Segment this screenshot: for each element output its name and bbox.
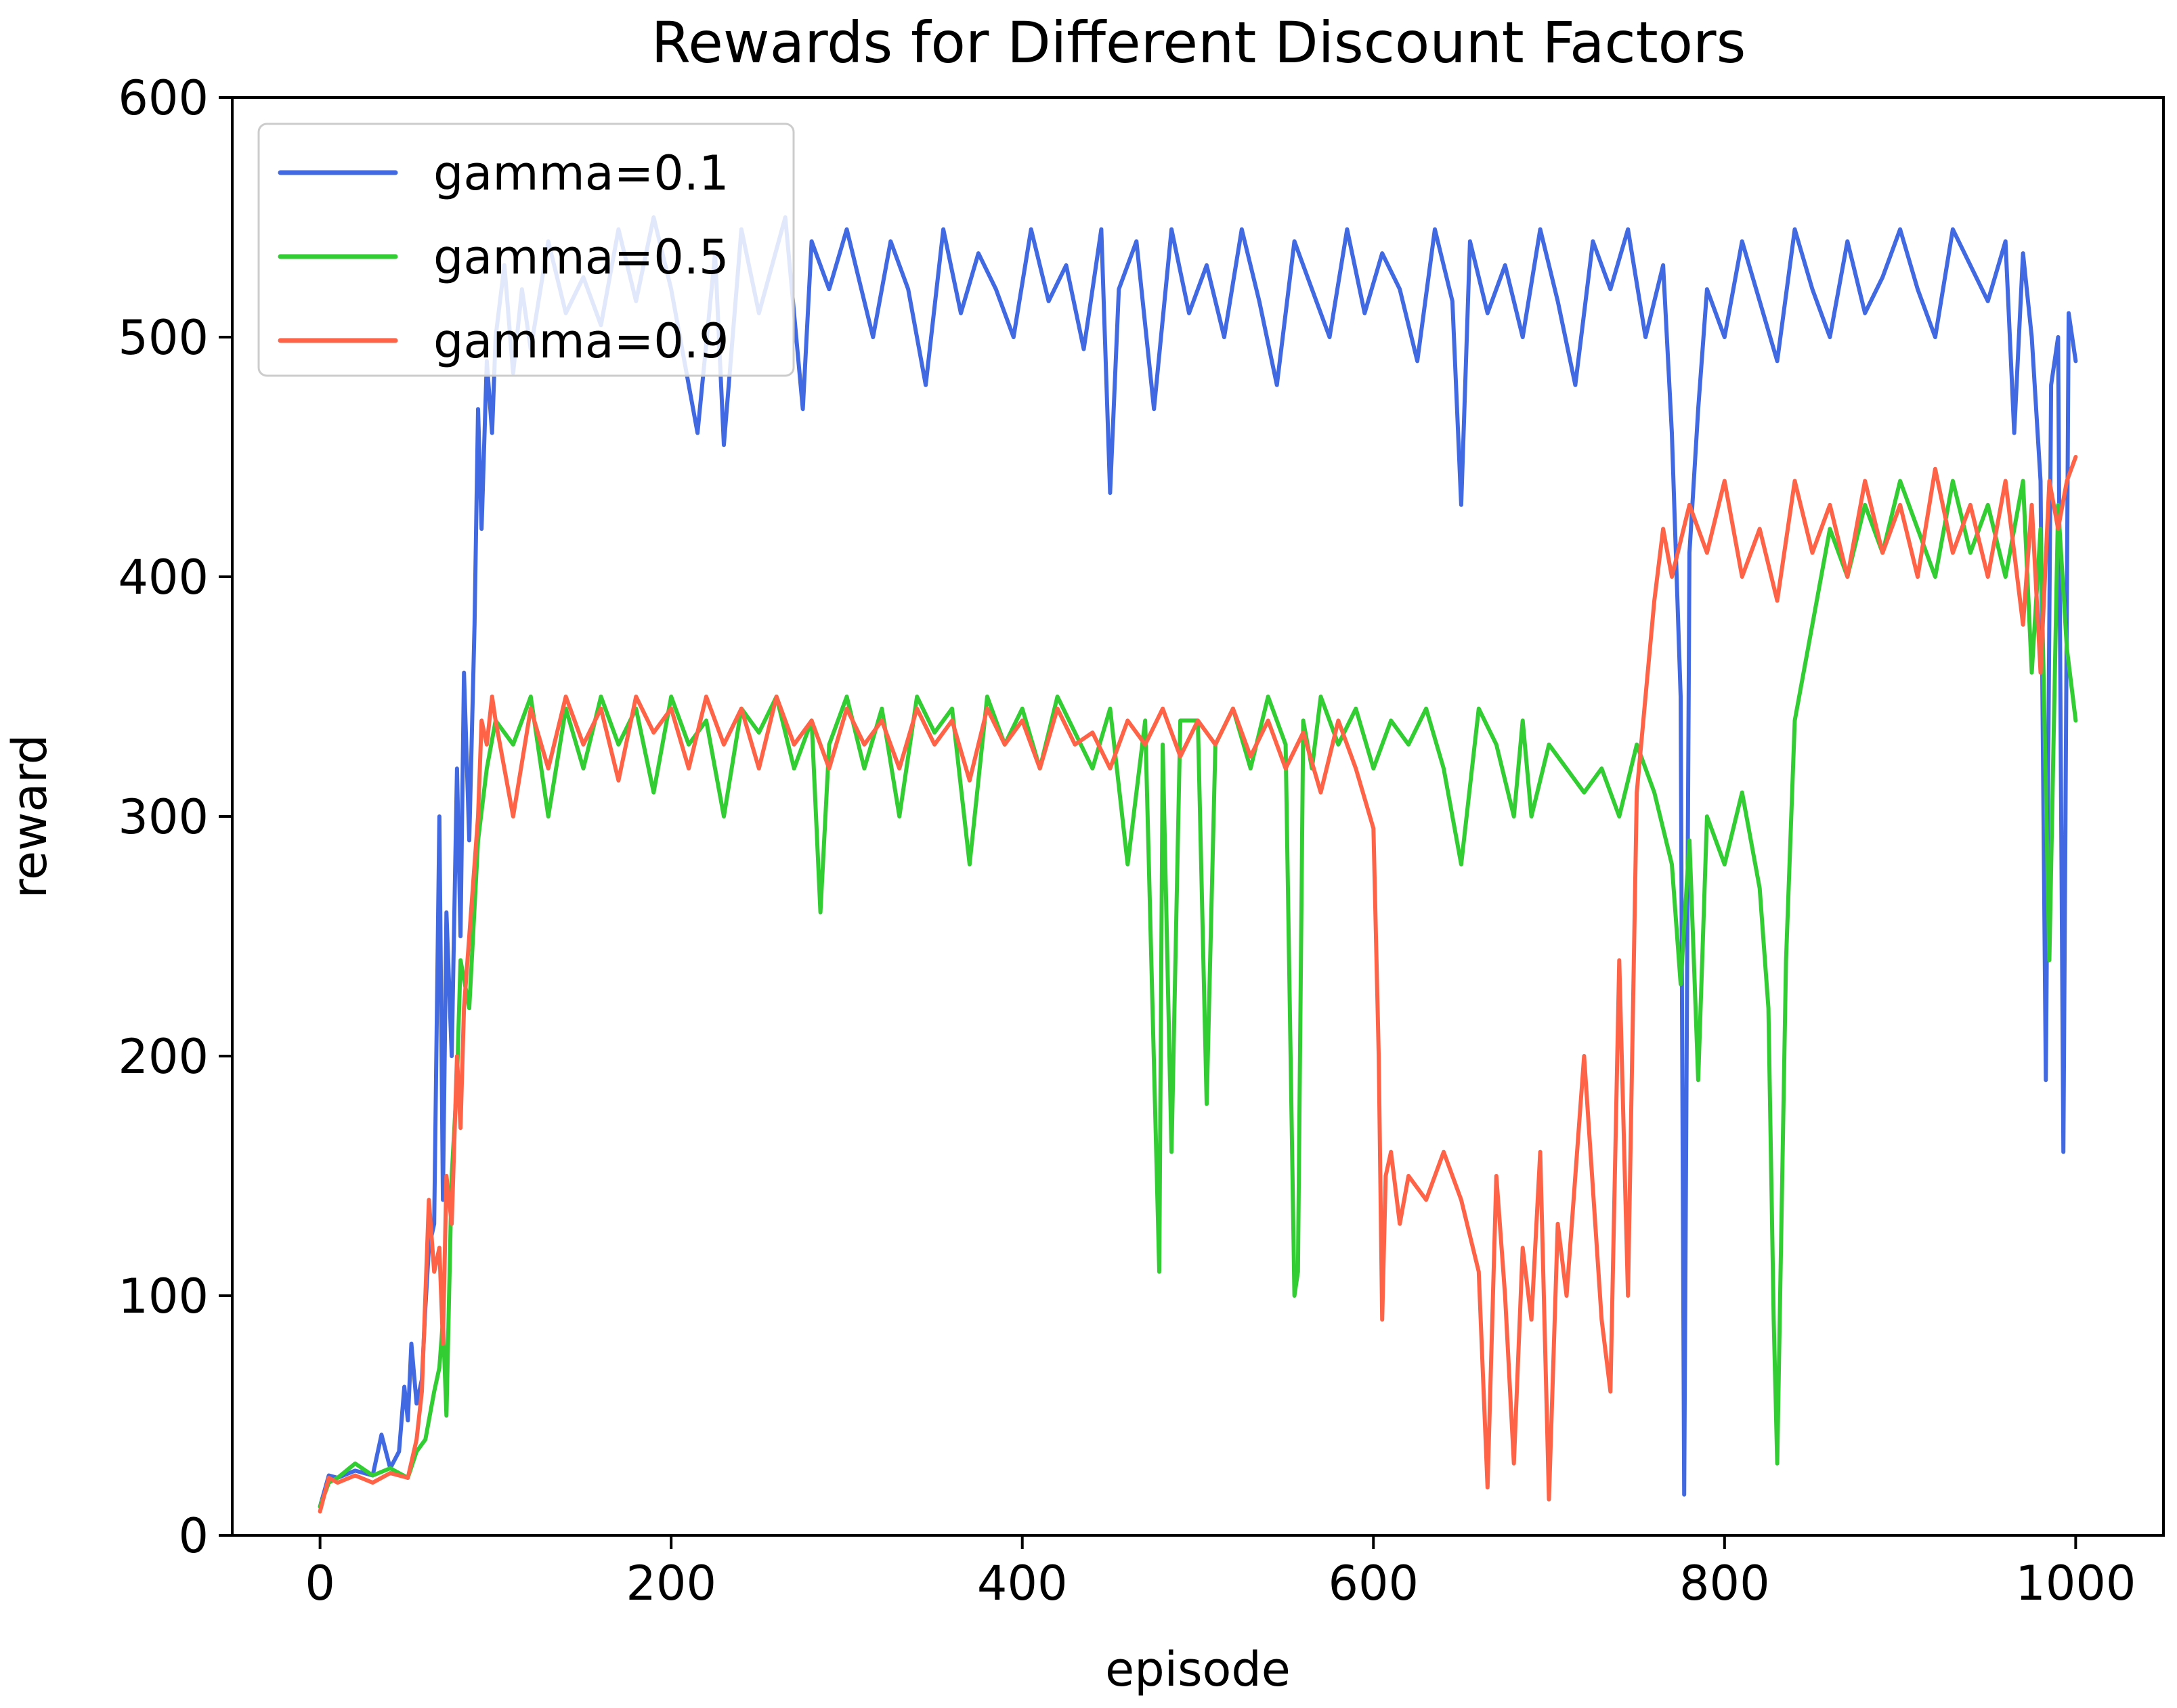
x-tick-label: 800 — [1679, 1556, 1770, 1611]
y-tick-label: 500 — [118, 310, 209, 366]
x-tick-label: 0 — [305, 1556, 335, 1611]
y-tick-label: 100 — [118, 1269, 209, 1324]
legend-label-2: gamma=0.5 — [433, 229, 729, 285]
legend-label-1: gamma=0.1 — [433, 146, 729, 201]
legend-frame — [257, 123, 795, 377]
legend: gamma=0.1 gamma=0.5 gamma=0.9 — [257, 123, 795, 377]
x-tick-label: 1000 — [2015, 1556, 2136, 1611]
y-tick-label: 600 — [118, 70, 209, 126]
x-tick-label: 200 — [626, 1556, 716, 1611]
series-line-2 — [318, 479, 2078, 1509]
y-tick-label: 200 — [118, 1029, 209, 1085]
ticks-layer: 0 200 400 600 800 1000 0 100 200 300 400 500 600 — [118, 70, 2136, 1611]
series-line-3 — [318, 455, 2078, 1514]
y-tick-label: 0 — [178, 1508, 209, 1564]
y-tick-label: 300 — [118, 789, 209, 845]
x-axis-label: episode — [1105, 1642, 1291, 1697]
series-layer — [318, 215, 2078, 1514]
y-tick-label: 400 — [118, 550, 209, 605]
y-axis-label: reward — [2, 735, 58, 898]
x-tick-label: 600 — [1328, 1556, 1419, 1611]
legend-label-3: gamma=0.9 — [433, 313, 729, 369]
x-tick-label: 400 — [977, 1556, 1068, 1611]
chart-title: Rewards for Different Discount Factors — [651, 9, 1746, 76]
series-line-1 — [318, 215, 2078, 1509]
